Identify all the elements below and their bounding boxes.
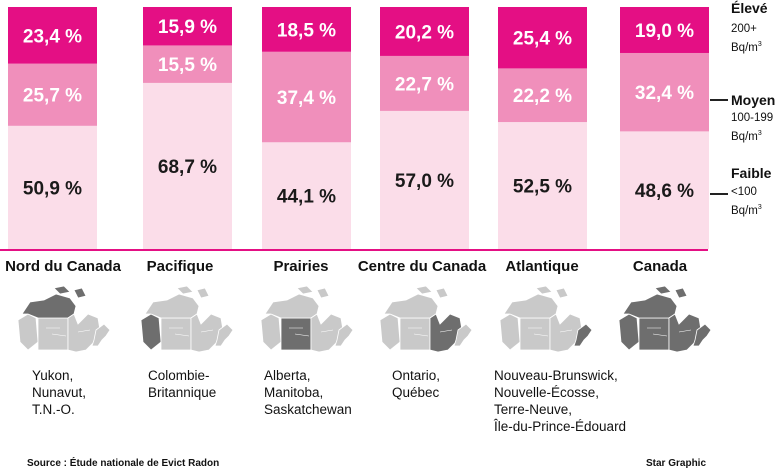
region-name-canada: Canada — [632, 258, 688, 275]
bar-atlantique-faible — [498, 122, 587, 249]
region-name-pacifique: Pacifique — [146, 258, 214, 275]
label-nord-du-canada-moyen: 25,7 % — [23, 86, 82, 107]
label-nord-du-canada-faible: 50,9 % — [23, 178, 82, 199]
label-pacifique-faible: 68,7 % — [158, 157, 217, 178]
canada-map-canada — [617, 284, 713, 354]
bar-atlantique-moyen — [498, 68, 587, 123]
label-canada-eleve: 19,0 % — [635, 21, 694, 42]
bar-canada-eleve — [620, 7, 709, 53]
label-pacifique-moyen: 15,5 % — [158, 55, 217, 76]
legend-unit-moyen-sup: 3 — [757, 130, 762, 137]
legend-unit-eleve: Bq/m — [731, 41, 758, 54]
bar-centre-du-canada-eleve — [380, 7, 469, 56]
canada-map-pacifique — [139, 284, 235, 354]
legend-pointer-moyen — [710, 99, 728, 101]
label-atlantique-eleve: 25,4 % — [513, 29, 572, 50]
legend-title-moyen: Moyen — [731, 92, 776, 108]
legend-range-faible: <100 Bq/m3 — [731, 185, 762, 219]
label-nord-du-canada-eleve: 23,4 % — [23, 26, 82, 47]
label-canada-faible: 48,6 % — [635, 181, 694, 202]
bar-centre-du-canada-moyen — [380, 55, 469, 111]
region-desc-prairies: Alberta, Manitoba, Saskatchewan — [264, 368, 352, 417]
legend-range-eleve: 200+ Bq/m3 — [731, 22, 762, 56]
region-name-atlantique: Atlantique — [505, 258, 579, 275]
region-desc-centre: Ontario, Québec — [392, 368, 441, 400]
region-desc-atlantique: Nouveau-Brunswick, Nouvelle-Écosse, Terr… — [494, 368, 627, 434]
label-centre-du-canada-faible: 57,0 % — [395, 171, 454, 192]
legend-unit-faible: Bq/m — [731, 204, 758, 217]
region-name-prairies: Prairies — [273, 258, 329, 275]
legend-range-faible-value: <100 — [731, 186, 757, 198]
bar-atlantique-eleve — [498, 7, 587, 69]
legend-range-moyen: 100-199 Bq/m3 — [731, 111, 773, 145]
bar-canada-faible — [620, 131, 709, 249]
label-pacifique-eleve: 15,9 % — [158, 17, 217, 38]
canada-map-prairies — [259, 284, 355, 354]
label-canada-moyen: 32,4 % — [635, 83, 694, 104]
bar-nord-du-canada-faible — [8, 125, 97, 249]
legend-unit-eleve-sup: 3 — [757, 41, 762, 48]
legend-title-eleve: Élevé — [731, 0, 768, 16]
canada-map-atlantique — [498, 284, 594, 354]
footer-credit: Star Graphic — [646, 458, 707, 469]
bar-pacifique-eleve — [143, 7, 232, 46]
label-prairies-moyen: 37,4 % — [277, 88, 336, 109]
bar-nord-du-canada-moyen — [8, 63, 97, 126]
label-centre-du-canada-moyen: 22,7 % — [395, 74, 454, 95]
legend-title-faible: Faible — [731, 165, 772, 181]
label-prairies-faible: 44,1 % — [277, 187, 336, 208]
footer-source: Source : Étude nationale de Evict Radon — [27, 458, 220, 469]
bar-canada-moyen — [620, 52, 709, 132]
bar-prairies-moyen — [262, 51, 351, 143]
label-atlantique-faible: 52,5 % — [513, 177, 572, 198]
legend-range-moyen-value: 100-199 — [731, 112, 774, 124]
bar-pacifique-moyen — [143, 45, 232, 83]
bar-prairies-faible — [262, 142, 351, 249]
label-prairies-eleve: 18,5 % — [277, 20, 336, 41]
legend-pointer-faible — [710, 193, 728, 195]
region-name-nord: Nord du Canada — [5, 258, 121, 275]
legend-unit-moyen: Bq/m — [731, 130, 758, 143]
region-name-centre: Centre du Canada — [357, 258, 487, 275]
bar-centre-du-canada-faible — [380, 110, 469, 249]
canada-map-nord — [16, 284, 112, 354]
legend-unit-faible-sup: 3 — [757, 204, 762, 211]
region-desc-nord: Yukon, Nunavut, T.N.-O. — [32, 368, 87, 417]
legend-range-eleve-value: 200+ — [731, 23, 757, 35]
canada-map-centre — [378, 284, 474, 354]
region-desc-pacifique: Colombie- Britannique — [148, 368, 217, 400]
label-atlantique-moyen: 22,2 % — [513, 86, 572, 107]
bar-prairies-eleve — [262, 7, 351, 52]
bar-nord-du-canada-eleve — [8, 7, 97, 64]
label-centre-du-canada-eleve: 20,2 % — [395, 22, 454, 43]
bar-pacifique-faible — [143, 82, 232, 250]
